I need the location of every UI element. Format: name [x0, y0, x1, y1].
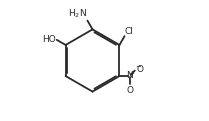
- Text: −: −: [135, 64, 141, 70]
- Text: Cl: Cl: [125, 27, 134, 36]
- Text: N: N: [126, 71, 133, 80]
- Text: O: O: [136, 65, 143, 74]
- Text: O: O: [126, 86, 133, 95]
- Text: +: +: [129, 71, 134, 77]
- Text: HO: HO: [42, 35, 56, 44]
- Text: H$_2$N: H$_2$N: [68, 8, 87, 20]
